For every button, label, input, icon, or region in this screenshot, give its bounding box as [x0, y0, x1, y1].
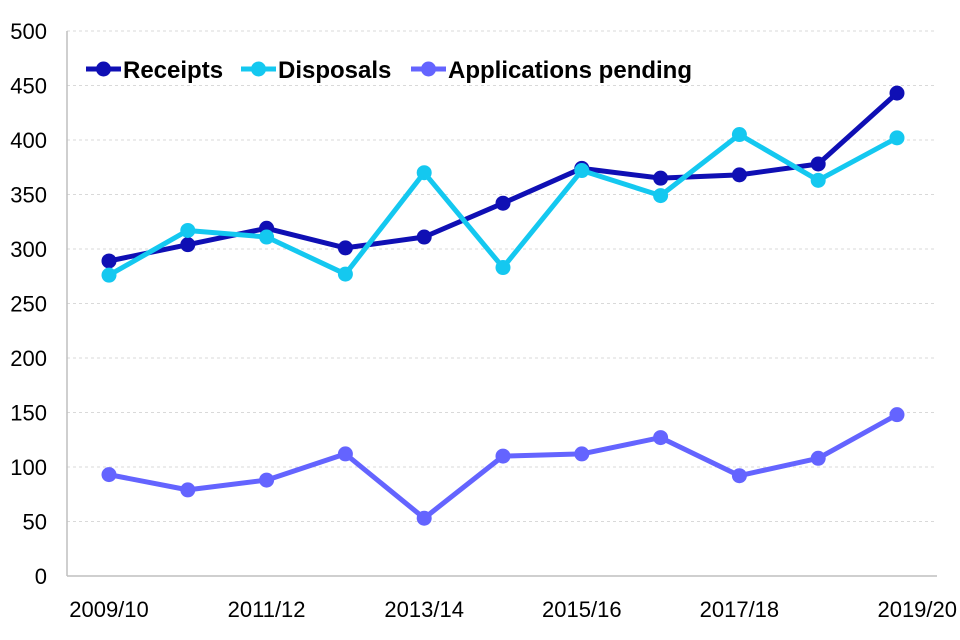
data-point-applications-pending	[259, 472, 275, 488]
data-point-applications-pending	[101, 467, 117, 483]
y-tick-label: 150	[10, 401, 47, 426]
data-point-receipts	[810, 156, 826, 172]
data-point-disposals	[889, 130, 905, 146]
data-point-receipts	[889, 85, 905, 101]
data-point-disposals	[259, 229, 275, 245]
data-point-receipts	[180, 237, 196, 253]
data-point-receipts	[337, 240, 353, 256]
x-tick-label: 2013/14	[384, 597, 464, 622]
y-tick-label: 300	[10, 237, 47, 262]
data-point-applications-pending	[180, 482, 196, 498]
legend-label: Receipts	[123, 57, 223, 84]
y-tick-label: 100	[10, 455, 47, 480]
data-point-disposals	[337, 266, 353, 282]
series	[101, 85, 905, 526]
data-point-receipts	[653, 170, 669, 186]
data-point-applications-pending	[574, 446, 590, 462]
x-tick-label: 2017/18	[700, 597, 780, 622]
data-point-applications-pending	[810, 450, 826, 466]
data-point-applications-pending	[337, 446, 353, 462]
data-point-applications-pending	[731, 468, 747, 484]
y-tick-label: 500	[10, 19, 47, 44]
y-tick-label: 50	[23, 510, 47, 535]
legend-marker	[251, 61, 266, 77]
legend-item-applications-pending: Applications pending	[411, 57, 692, 84]
legend: Receipts Disposals Applications pending	[86, 57, 692, 84]
data-point-disposals	[574, 163, 590, 179]
data-point-disposals	[495, 260, 511, 276]
data-point-disposals	[180, 222, 196, 238]
x-tick-label: 2011/12	[228, 597, 306, 622]
data-point-applications-pending	[495, 448, 511, 464]
series-applications-pending	[101, 407, 905, 526]
legend-label: Disposals	[278, 57, 391, 84]
y-tick-label: 400	[10, 128, 47, 153]
data-point-receipts	[731, 167, 747, 183]
y-tick-label: 0	[35, 564, 47, 589]
y-tick-label: 250	[10, 292, 47, 317]
legend-item-receipts: Receipts	[86, 57, 223, 84]
data-point-disposals	[653, 188, 669, 204]
data-point-receipts	[416, 229, 432, 245]
x-tick-label: 2019/20	[877, 597, 957, 622]
y-axis-ticks: 0 50 100 150 200 250 300 350 400 450 500	[10, 19, 47, 589]
x-tick-label: 2009/10	[69, 597, 149, 622]
legend-item-disposals: Disposals	[241, 57, 391, 84]
x-axis-ticks: 2009/10 2011/12 2013/14 2015/16 2017/18 2019/…	[69, 597, 957, 622]
y-tick-label: 200	[10, 346, 47, 371]
data-point-receipts	[101, 253, 117, 269]
y-tick-label: 450	[10, 74, 47, 99]
data-point-applications-pending	[889, 407, 905, 423]
data-point-disposals	[810, 172, 826, 188]
x-tick-label: 2015/16	[542, 597, 622, 622]
y-tick-label: 350	[10, 183, 47, 208]
legend-label: Applications pending	[448, 57, 692, 84]
data-point-applications-pending	[416, 510, 432, 526]
data-point-applications-pending	[653, 430, 669, 446]
gridlines	[67, 30, 937, 522]
series-receipts	[101, 85, 905, 269]
axes	[66, 31, 937, 577]
data-point-receipts	[495, 195, 511, 211]
series-disposals	[101, 127, 905, 283]
series-line-applications-pending	[106, 412, 900, 521]
legend-marker	[96, 61, 111, 77]
data-point-disposals	[101, 267, 117, 283]
legend-marker	[421, 61, 436, 77]
data-point-disposals	[731, 127, 747, 143]
data-point-disposals	[416, 165, 432, 181]
